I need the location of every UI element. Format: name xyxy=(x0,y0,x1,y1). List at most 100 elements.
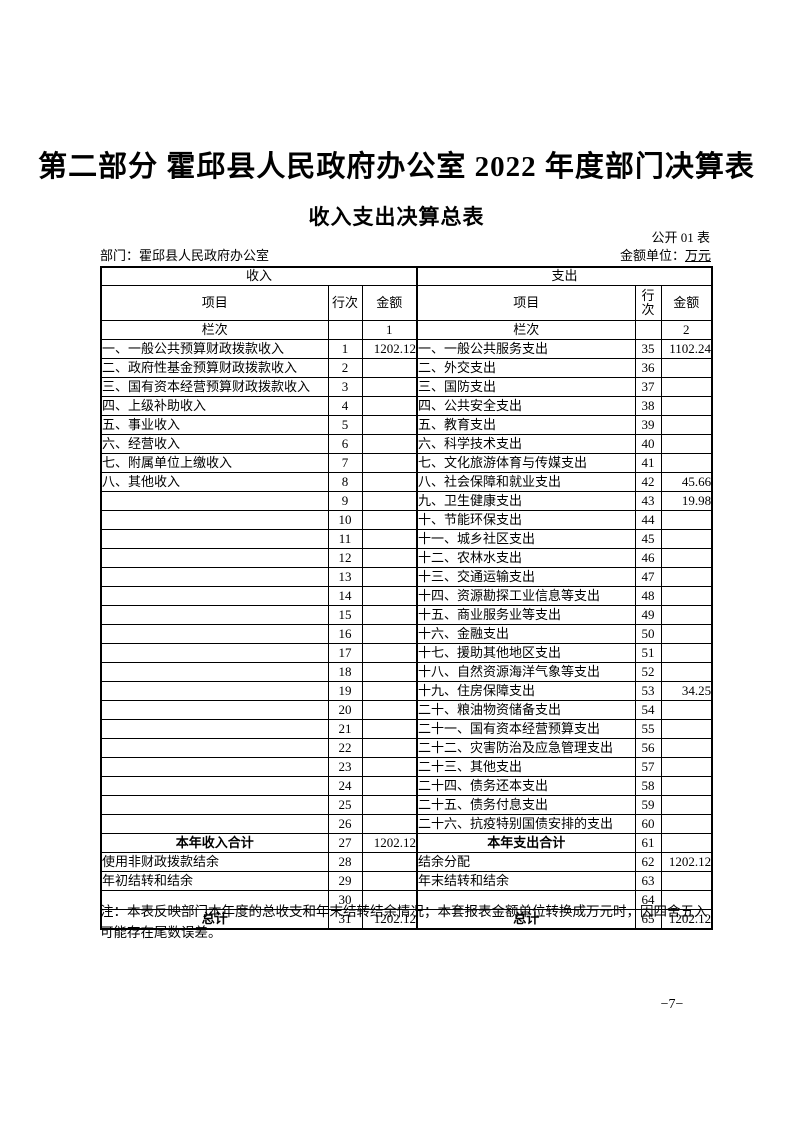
table-row: 13 十三、交通运输支出 47 xyxy=(100,567,713,587)
income-item-cell xyxy=(100,738,329,758)
expense-rownum-cell: 35 xyxy=(634,339,662,359)
table-row: 24 二十四、债务还本支出 58 xyxy=(100,776,713,796)
expense-lanci-rownum-cell xyxy=(634,320,662,340)
expense-amount-cell xyxy=(660,719,713,739)
income-item-cell: 三、国有资本经营预算财政拨款收入 xyxy=(100,377,329,397)
table-row: 23 二十三、其他支出 57 xyxy=(100,757,713,777)
expense-amount-cell xyxy=(660,795,713,815)
income-amount-cell xyxy=(361,491,418,511)
expense-amount-cell xyxy=(660,415,713,435)
expense-item-cell: 十五、商业服务业等支出 xyxy=(416,605,636,625)
expense-rownum-cell: 42 xyxy=(634,472,662,492)
table-row: 五、事业收入 5 五、教育支出 39 xyxy=(100,415,713,435)
income-rownum-cell: 3 xyxy=(327,377,363,397)
expense-item-cell: 二十、粮油物资储备支出 xyxy=(416,700,636,720)
table-row: 11 十一、城乡社区支出 45 xyxy=(100,529,713,549)
expense-rownum-cell: 62 xyxy=(634,852,662,872)
expense-amount-cell xyxy=(660,814,713,834)
expense-amount-cell: 34.25 xyxy=(660,681,713,701)
income-amount-cell xyxy=(361,605,418,625)
expense-rownum-cell: 63 xyxy=(634,871,662,891)
income-amount-cell xyxy=(361,814,418,834)
income-rownum-cell: 25 xyxy=(327,795,363,815)
income-item-cell: 七、附属单位上缴收入 xyxy=(100,453,329,473)
unit-label: 金额单位：万元 xyxy=(620,245,711,264)
expense-item-cell: 十一、城乡社区支出 xyxy=(416,529,636,549)
expense-amount-cell: 45.66 xyxy=(660,472,713,492)
expense-amount-cell xyxy=(660,377,713,397)
income-lanci-rownum-cell xyxy=(327,320,363,340)
expense-amount-cell xyxy=(660,700,713,720)
expense-rownum-cell: 52 xyxy=(634,662,662,682)
income-section-header: 收入 xyxy=(100,266,418,286)
expense-item-cell: 十二、农林水支出 xyxy=(416,548,636,568)
income-item-cell: 四、上级补助收入 xyxy=(100,396,329,416)
expense-rownum-cell: 36 xyxy=(634,358,662,378)
meta-line: 部门：霍邱县人民政府办公室 金额单位：万元 xyxy=(100,245,711,264)
expense-item-cell: 十四、资源勘探工业信息等支出 xyxy=(416,586,636,606)
income-item-cell xyxy=(100,795,329,815)
income-rownum-cell: 18 xyxy=(327,662,363,682)
income-rownum-cell: 29 xyxy=(327,871,363,891)
expense-item-cell: 十三、交通运输支出 xyxy=(416,567,636,587)
expense-item-cell: 二十一、国有资本经营预算支出 xyxy=(416,719,636,739)
table-row: 二、政府性基金预算财政拨款收入 2 二、外交支出 36 xyxy=(100,358,713,378)
expense-rownum-cell: 54 xyxy=(634,700,662,720)
table-row: 本年收入合计 27 1202.12 本年支出合计 61 xyxy=(100,833,713,853)
income-amount-cell: 1202.12 xyxy=(361,833,418,853)
income-rownum-cell: 31 xyxy=(327,909,363,930)
expense-rownum-cell: 45 xyxy=(634,529,662,549)
expense-amount-cell xyxy=(660,548,713,568)
income-rownum-cell: 2 xyxy=(327,358,363,378)
income-amount-cell xyxy=(361,757,418,777)
income-amount-cell xyxy=(361,852,418,872)
expense-amount-header: 金额 xyxy=(660,285,713,321)
income-rownum-cell: 10 xyxy=(327,510,363,530)
income-item-cell xyxy=(100,681,329,701)
table-row: 八、其他收入 8 八、社会保障和就业支出 42 45.66 xyxy=(100,472,713,492)
income-amount-cell xyxy=(361,377,418,397)
income-rownum-cell: 23 xyxy=(327,757,363,777)
table-row: 七、附属单位上缴收入 7 七、文化旅游体育与传媒支出 41 xyxy=(100,453,713,473)
income-item-cell: 本年收入合计 xyxy=(100,833,329,853)
expense-item-cell: 八、社会保障和就业支出 xyxy=(416,472,636,492)
income-item-cell xyxy=(100,776,329,796)
income-rownum-cell: 19 xyxy=(327,681,363,701)
expense-item-cell: 五、教育支出 xyxy=(416,415,636,435)
expense-rownum-cell: 49 xyxy=(634,605,662,625)
income-rownum-cell: 4 xyxy=(327,396,363,416)
expense-rownum-cell: 59 xyxy=(634,795,662,815)
department-label: 部门：霍邱县人民政府办公室 xyxy=(100,248,270,263)
expense-rownum-cell: 64 xyxy=(634,890,662,910)
expense-item-cell: 总计 xyxy=(416,909,636,930)
expense-amount-cell xyxy=(660,624,713,644)
expense-item-cell: 本年支出合计 xyxy=(416,833,636,853)
expense-item-cell: 四、公共安全支出 xyxy=(416,396,636,416)
expense-amount-cell xyxy=(660,776,713,796)
expense-amount-cell xyxy=(660,605,713,625)
unit-label-text: 金额单位： xyxy=(619,248,685,263)
income-rownum-cell: 14 xyxy=(327,586,363,606)
expense-amount-cell: 1202.12 xyxy=(660,909,713,930)
expense-rownum-cell: 37 xyxy=(634,377,662,397)
expense-amount-cell xyxy=(660,890,713,910)
table-row: 三、国有资本经营预算财政拨款收入 3 三、国防支出 37 xyxy=(100,377,713,397)
expense-item-cell: 九、卫生健康支出 xyxy=(416,491,636,511)
table-row: 使用非财政拨款结余 28 结余分配 62 1202.12 xyxy=(100,852,713,872)
income-amount-cell xyxy=(361,624,418,644)
expense-item-cell: 二十二、灾害防治及应急管理支出 xyxy=(416,738,636,758)
expense-amount-cell xyxy=(660,567,713,587)
expense-rownum-cell: 55 xyxy=(634,719,662,739)
expense-item-cell: 二十六、抗疫特别国债安排的支出 xyxy=(416,814,636,834)
expense-item-cell: 一、一般公共服务支出 xyxy=(416,339,636,359)
column-header-row: 项目 行次 金额 项目 行次 金额 xyxy=(100,285,713,321)
income-rownum-cell: 1 xyxy=(327,339,363,359)
income-amount-cell xyxy=(361,510,418,530)
expense-amount-cell: 1202.12 xyxy=(660,852,713,872)
income-item-cell: 一、一般公共预算财政拨款收入 xyxy=(100,339,329,359)
income-rownum-cell: 9 xyxy=(327,491,363,511)
income-rownum-cell: 24 xyxy=(327,776,363,796)
expense-item-cell: 结余分配 xyxy=(416,852,636,872)
income-rownum-cell: 15 xyxy=(327,605,363,625)
income-item-cell xyxy=(100,624,329,644)
